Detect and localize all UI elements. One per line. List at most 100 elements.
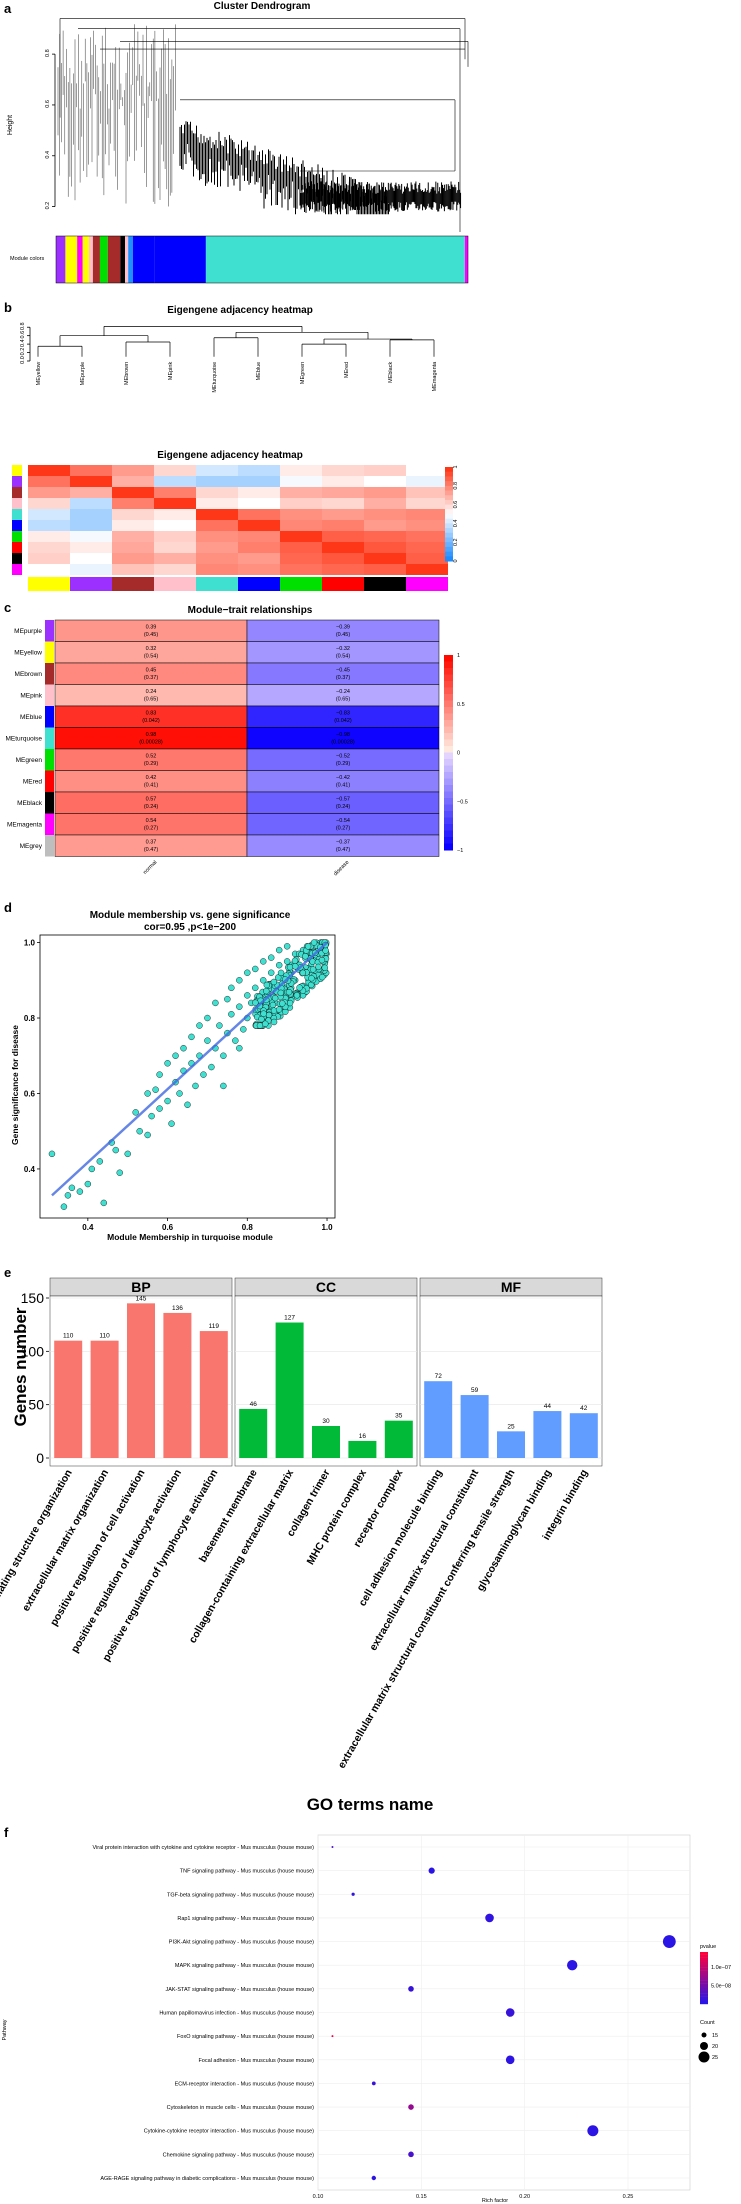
- cell-pvalue: (0.042): [142, 718, 160, 724]
- legend-gradient-step: [445, 556, 453, 562]
- cell-value: −0.32: [336, 646, 350, 652]
- cell-pvalue: (0.29): [336, 761, 351, 767]
- scatter-point: [268, 969, 275, 976]
- leaf-label: MEpurple: [80, 362, 86, 386]
- heatmap-cell: [196, 520, 238, 531]
- legend-tick-label: 0: [453, 559, 459, 562]
- row-color-swatch: [12, 465, 22, 476]
- legend-gradient-step: [444, 726, 453, 734]
- legend-gradient-step: [445, 504, 453, 510]
- module-color-segment: [120, 236, 126, 283]
- y-tick-label: 0.4: [45, 151, 51, 159]
- cell-value: −0.83: [336, 711, 350, 717]
- y-tick-label: 0.6: [20, 331, 26, 339]
- legend-gradient-step: [444, 694, 453, 701]
- heatmap-cell: [238, 564, 280, 575]
- legend-gradient-step: [445, 481, 453, 487]
- legend-gradient-step: [444, 746, 453, 753]
- scatter-point: [84, 1180, 92, 1188]
- legend-gradient-step: [445, 551, 453, 557]
- legend-title: pvalue: [700, 1944, 716, 1950]
- heatmap-cell: [364, 531, 406, 542]
- bar: [460, 1395, 489, 1458]
- bar-value-label: 30: [322, 1418, 330, 1425]
- column-color-swatch: [238, 577, 280, 591]
- heatmap-cell: [112, 465, 154, 476]
- row-color-swatch: [12, 531, 22, 542]
- scatter-point: [285, 988, 293, 996]
- column-color-swatch: [154, 577, 196, 591]
- scatter-point: [315, 963, 322, 971]
- scatter-point: [275, 961, 283, 969]
- heatmap-cell: [28, 498, 70, 509]
- leaf-label: MEturquoise: [212, 362, 218, 393]
- scatter-point: [60, 1203, 68, 1210]
- legend-gradient-step: [700, 1998, 708, 2002]
- scatter-point: [212, 999, 219, 1007]
- heatmap-cell: [70, 553, 112, 564]
- legend-gradient-step: [444, 804, 453, 812]
- heatmap-cell: [28, 553, 70, 564]
- legend-gradient-step: [700, 1954, 708, 1958]
- heatmap-cell: [322, 564, 364, 575]
- legend-tick-label: −1: [457, 848, 463, 854]
- heatmap-cell: [280, 487, 322, 498]
- heatmap-cell: [54, 662, 248, 685]
- heatmap-cell: [406, 509, 448, 520]
- heatmap-cell: [28, 520, 70, 531]
- cell-value: 0.42: [146, 775, 157, 781]
- legend-gradient-step: [444, 733, 453, 740]
- scatter-point: [275, 974, 282, 981]
- bar: [199, 1331, 228, 1458]
- module-color-segment: [82, 236, 89, 283]
- heatmap-cell: [28, 564, 70, 575]
- bar: [348, 1440, 377, 1458]
- legend-gradient-step: [444, 837, 453, 844]
- heatmap-cell: [28, 465, 70, 476]
- heatmap-cell: [238, 520, 280, 531]
- heatmap-cell: [246, 834, 440, 857]
- legend-size-label: 20: [712, 2044, 718, 2050]
- legend-size-dot: [700, 2042, 708, 2050]
- heatmap-cell: [280, 465, 322, 476]
- bar-value-label: 46: [250, 1401, 258, 1408]
- module-color-swatch: [45, 813, 54, 835]
- column-color-swatch: [112, 577, 154, 591]
- chart-subtitle: cor=0.95 ,p<1e−200: [144, 922, 236, 933]
- heatmap-cell: [196, 564, 238, 575]
- legend-tick-label: 0.2: [453, 538, 459, 546]
- scatter-point: [184, 1101, 191, 1109]
- heatmap-cell: [154, 542, 196, 553]
- heatmap-title: Eigengene adjacency heatmap: [157, 450, 303, 461]
- bubble: [428, 1867, 435, 1874]
- cell-pvalue: (0.24): [336, 804, 351, 810]
- x-tick-label: 0.15: [416, 2194, 427, 2200]
- pathway-label: Cytokine-cytokine receptor interaction -…: [144, 2129, 314, 2135]
- scatter-point: [112, 1146, 119, 1154]
- scatter-point: [299, 969, 307, 977]
- module-membership-scatter: Module membership vs. gene significance …: [10, 910, 336, 1242]
- bar-value-label: 119: [209, 1323, 220, 1330]
- legend-gradient-step: [700, 1978, 708, 1981]
- heatmap-cell: [246, 770, 440, 793]
- module-color-swatch: [45, 641, 54, 663]
- column-color-swatch: [364, 577, 406, 591]
- scatter-point: [156, 1105, 163, 1112]
- heatmap-cell: [406, 465, 448, 476]
- legend-gradient-step: [700, 1965, 708, 1968]
- cell-value: 0.39: [146, 625, 157, 631]
- cell-value: −0.54: [336, 818, 350, 824]
- legend-gradient-step: [444, 752, 453, 760]
- heatmap-cell: [112, 531, 154, 542]
- legend-gradient-step: [700, 1983, 708, 1986]
- scatter-point: [236, 977, 243, 984]
- legend-gradient-step: [444, 668, 453, 675]
- scatter-point: [192, 1082, 199, 1090]
- heatmap-cell: [238, 498, 280, 509]
- module-label: MEblack: [17, 800, 43, 807]
- heatmap-cell: [246, 684, 440, 707]
- scatter-point: [269, 1001, 277, 1009]
- heatmap-cell: [70, 531, 112, 542]
- legend-gradient-step: [445, 485, 453, 491]
- legend-tick-label: 5.0e−08: [711, 1983, 731, 1989]
